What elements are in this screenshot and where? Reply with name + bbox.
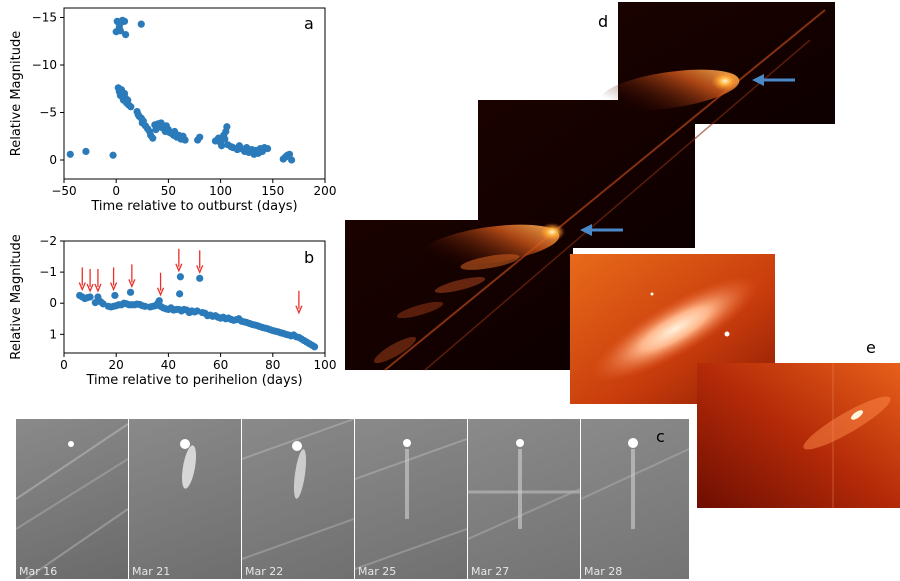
- data-point: [126, 288, 135, 296]
- data-point: [196, 133, 204, 141]
- frame-mar28: Mar 28: [581, 419, 689, 579]
- data-point: [223, 123, 231, 131]
- y-tick-label: 0: [49, 153, 57, 167]
- outburst-arrowhead: [128, 279, 136, 288]
- panel-label-a: a: [304, 14, 314, 33]
- x-tick-label: 0: [60, 358, 68, 372]
- data-point: [127, 103, 135, 111]
- y-tick-label: −5: [39, 106, 57, 120]
- frame-mar27: Mar 27: [468, 419, 580, 579]
- y-tick-label: 1: [49, 327, 57, 341]
- panel-d-images: [345, 2, 835, 371]
- outburst-arrowhead: [156, 287, 165, 297]
- data-point: [66, 150, 74, 158]
- outburst-arrowhead: [175, 263, 183, 273]
- y-tick-label: −2: [39, 234, 57, 248]
- data-point: [109, 151, 117, 159]
- frame-mar25: Mar 25: [355, 419, 467, 579]
- x-tick-label: 80: [265, 358, 280, 372]
- y-tick-label: 0: [49, 296, 57, 310]
- data-point: [285, 150, 294, 158]
- data-point: [82, 147, 90, 156]
- data-point: [149, 134, 157, 142]
- data-point: [121, 30, 130, 39]
- frame-date: Mar 21: [132, 565, 171, 578]
- x-tick-label: 150: [261, 184, 284, 198]
- data-point: [155, 297, 163, 305]
- frame-date: Mar 16: [19, 565, 58, 578]
- outburst-arrowhead: [196, 265, 204, 274]
- data-point: [218, 142, 226, 150]
- x-tick-label: −50: [51, 184, 76, 198]
- comet-tail: [600, 69, 740, 111]
- outburst-arrowhead: [86, 283, 94, 293]
- fragment-tail: [374, 336, 416, 364]
- blue-arrow: [580, 224, 623, 236]
- data-point: [287, 156, 296, 164]
- x-axis-label: Time relative to outburst (days): [90, 199, 297, 214]
- comet-nucleus: [539, 223, 565, 241]
- outburst-arrowhead: [78, 282, 86, 292]
- blue-arrow: [752, 74, 795, 86]
- chart-b: b 0 20 40 60 80 100 −2 −1 0 1 Time relative to per…: [9, 234, 337, 388]
- data-point: [86, 293, 94, 301]
- y-axis-label: Relative Magnitude: [9, 234, 24, 359]
- data-point: [120, 17, 129, 25]
- data-point: [221, 135, 229, 143]
- plot-frame: [63, 7, 326, 180]
- comet-tail: [420, 224, 560, 266]
- fragment-tail: [460, 254, 520, 270]
- x-tick-label: 100: [209, 184, 232, 198]
- y-tick-label: −10: [32, 58, 57, 72]
- fragment-tail: [434, 277, 486, 293]
- panel-label-e: e: [866, 338, 876, 357]
- data-point: [137, 20, 145, 28]
- x-tick-label: 40: [161, 358, 176, 372]
- comet-nucleus: [711, 71, 739, 91]
- panel-label-c: c: [656, 427, 665, 446]
- y-tick-label: −1: [39, 265, 57, 279]
- data-point: [176, 290, 184, 298]
- data-point: [196, 274, 204, 282]
- panel-e-image: [697, 363, 900, 508]
- frame-date: Mar 22: [245, 565, 284, 578]
- data-point: [116, 27, 124, 35]
- frame-mar22: Mar 22: [242, 419, 354, 579]
- trail-line: [384, 9, 826, 371]
- x-tick-label: 100: [314, 358, 337, 372]
- frame-mar16: Mar 16: [16, 419, 128, 579]
- x-tick-label: 60: [213, 358, 228, 372]
- frame-date: Mar 28: [584, 565, 623, 578]
- data-point: [141, 302, 149, 310]
- outburst-arrowhead: [109, 282, 118, 292]
- trail-line: [424, 39, 811, 371]
- outburst-arrowhead: [94, 283, 102, 293]
- x-tick-label: 50: [161, 184, 176, 198]
- x-tick-label: 20: [109, 358, 124, 372]
- y-axis-label: Relative Magnitude: [9, 31, 24, 156]
- frame-date: Mar 25: [358, 565, 397, 578]
- panel-label-d: d: [598, 12, 609, 31]
- fragment-tail: [396, 301, 444, 319]
- x-axis-label: Time relative to perihelion (days): [85, 373, 302, 388]
- data-point: [111, 291, 119, 300]
- frame-mar21: Mar 21: [129, 419, 241, 579]
- panel-label-b: b: [304, 248, 314, 267]
- y-tick-label: −15: [32, 11, 57, 25]
- data-point: [310, 343, 319, 351]
- data-point: [181, 136, 189, 144]
- x-tick-label: 0: [112, 184, 120, 198]
- x-tick-label: 200: [314, 184, 337, 198]
- plot-frame: [63, 240, 326, 354]
- data-point: [263, 145, 272, 153]
- outburst-arrowhead: [295, 305, 303, 315]
- data-point: [176, 273, 185, 281]
- frame-date: Mar 27: [471, 565, 510, 578]
